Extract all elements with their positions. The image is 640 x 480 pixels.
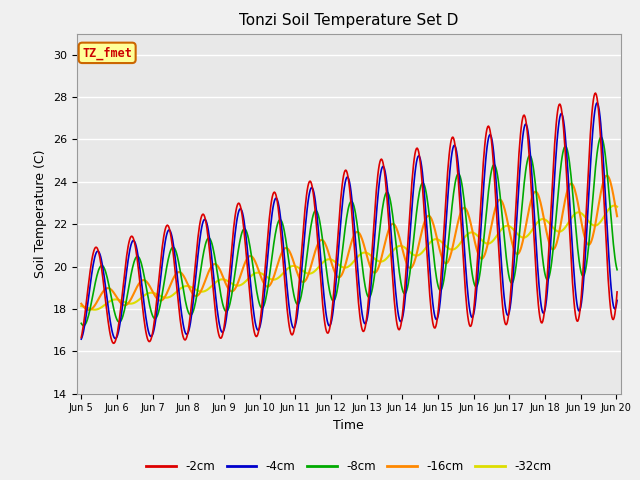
- Title: Tonzi Soil Temperature Set D: Tonzi Soil Temperature Set D: [239, 13, 458, 28]
- Text: TZ_fmet: TZ_fmet: [82, 46, 132, 60]
- X-axis label: Time: Time: [333, 419, 364, 432]
- Y-axis label: Soil Temperature (C): Soil Temperature (C): [35, 149, 47, 278]
- Legend: -2cm, -4cm, -8cm, -16cm, -32cm: -2cm, -4cm, -8cm, -16cm, -32cm: [141, 455, 556, 478]
